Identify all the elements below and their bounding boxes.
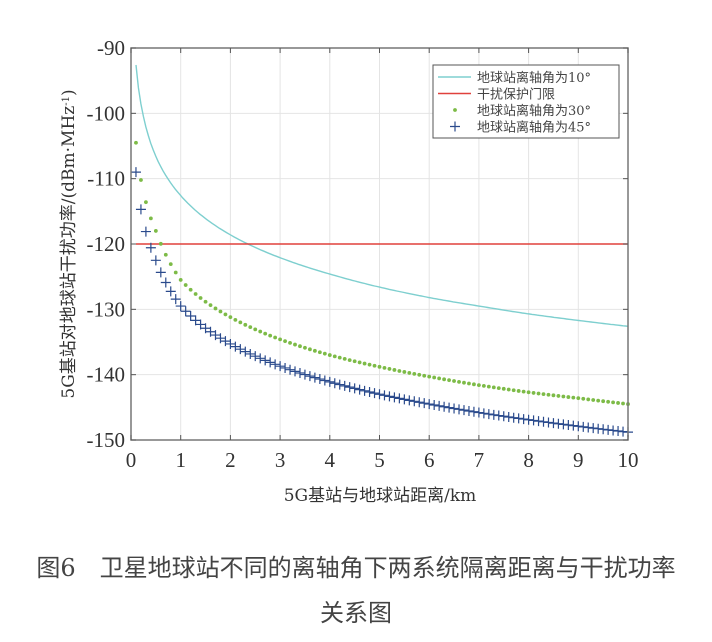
x-tick-label: 1 [175, 448, 186, 472]
chart: 0 1 2 3 4 5 6 7 8 9 10-90-100-110-120-130-140-150 … [59, 36, 639, 506]
figure-caption-line2: 关系图 [320, 599, 392, 627]
legend-label: 地球站离轴角为10° [477, 70, 591, 86]
y-tick-label: -130 [87, 297, 126, 321]
x-tick-label: 10 [618, 448, 639, 472]
y-tick-label: -120 [87, 232, 126, 256]
legend-item: 地球站离轴角为45° [450, 120, 591, 136]
y-axis-title: 5G基站对地球站干扰功率/(dBm·MHz-1) [59, 89, 79, 398]
x-tick-label: 6 [424, 448, 435, 472]
x-tick-label: 2 [225, 448, 236, 472]
legend-item: 干扰保护门限 [438, 88, 555, 103]
y-tick-label: -140 [87, 363, 126, 387]
x-axis-title: 5G基站与地球站距离/km [284, 486, 477, 506]
y-tick-label: -100 [87, 101, 126, 125]
x-tick-label: 3 [275, 448, 286, 472]
y-tick-label: -90 [97, 36, 125, 60]
legend-item: 地球站离轴角为10° [438, 70, 591, 86]
y-tick-label: -150 [87, 428, 126, 452]
legend-label: 地球站离轴角为30° [477, 103, 591, 119]
x-tick-label: 7 [474, 448, 485, 472]
x-tick-label: 5 [374, 448, 385, 472]
series-3 [130, 167, 633, 438]
axis-ticks: 0 1 2 3 4 5 6 7 8 9 10 -90 -100 -110 -120 -130 -140 -150 [87, 36, 639, 472]
legend-label: 地球站离轴角为45° [477, 120, 591, 136]
plot-series [130, 64, 633, 438]
x-tick-label: 0 [126, 448, 137, 472]
y-tick-label: -110 [87, 167, 125, 191]
legend-label: 干扰保护门限 [477, 88, 555, 103]
x-tick-label: 8 [523, 448, 534, 472]
x-tick-label: 4 [325, 448, 336, 472]
series-2 [134, 140, 630, 406]
x-tick-label: 9 [573, 448, 584, 472]
legend-item: 地球站离轴角为30° [453, 103, 591, 119]
figure-caption-line1: 图6 卫星地球站不同的离轴角下两系统隔离距离与干扰功率 [36, 554, 676, 582]
series-0 [135, 64, 629, 327]
